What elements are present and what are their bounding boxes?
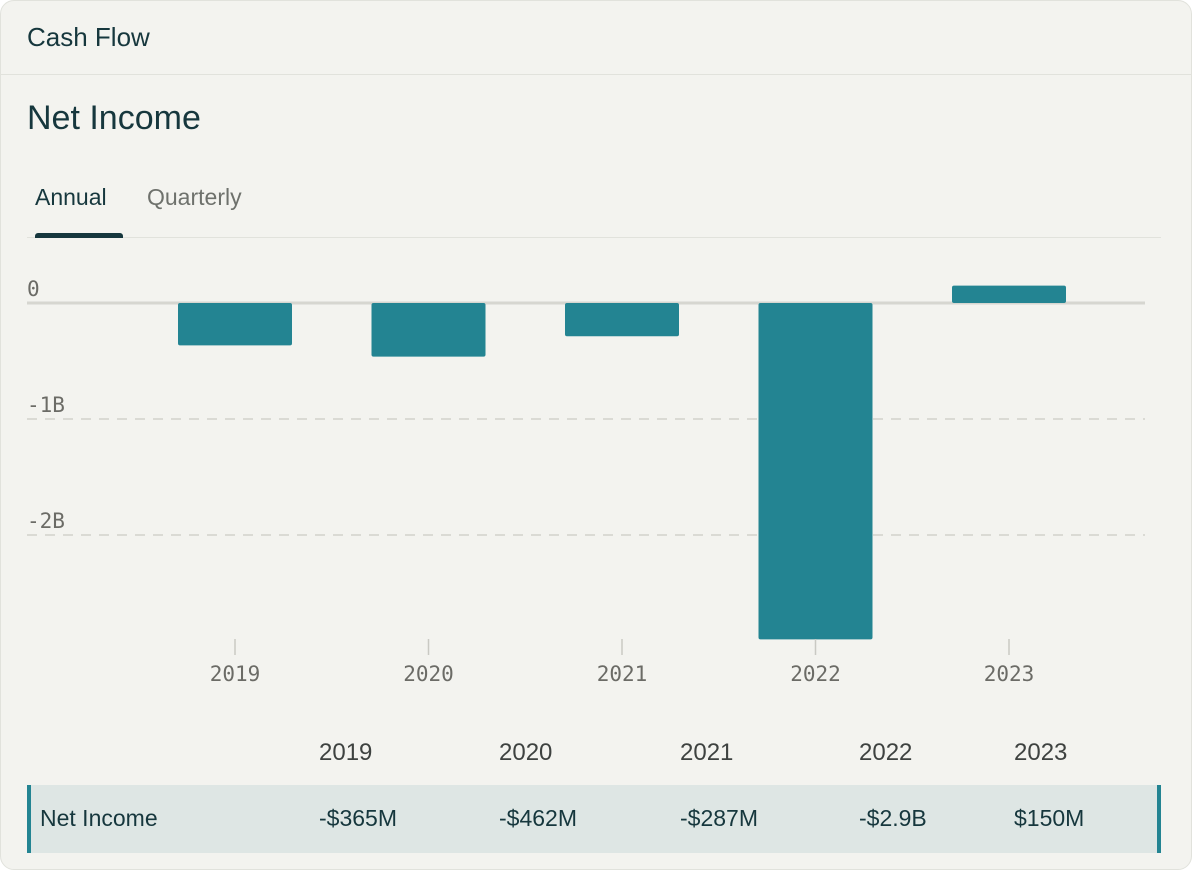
table-header-2021: 2021 (680, 739, 734, 766)
y-tick-label: 0 (27, 277, 40, 301)
bar-2020 (371, 303, 486, 357)
tab-quarterly-label: Quarterly (147, 184, 242, 210)
table-cell-2022: -$2.9B (859, 805, 927, 831)
tab-annual-label: Annual (35, 184, 107, 210)
bar-2021 (565, 303, 679, 337)
bar-2023 (952, 285, 1066, 303)
x-tick-label: 2019 (210, 662, 261, 686)
card-header: Cash Flow (1, 1, 1191, 75)
table-cell-2021: -$287M (680, 805, 758, 831)
table-header-2019: 2019 (319, 739, 373, 766)
net-income-chart: 0 -1B -2B 2019 2020 2021 2022 2023 (27, 277, 1145, 686)
table-cell-2023: $150M (1014, 805, 1085, 831)
tab-annual[interactable]: Annual (35, 169, 123, 238)
table-cell-2020: -$462M (499, 805, 577, 831)
section-title: Net Income (27, 99, 201, 137)
x-tick-label: 2022 (790, 662, 841, 686)
table-row: Net Income -$365M -$462M -$287M -$2.9B $… (27, 785, 1161, 853)
tab-quarterly[interactable]: Quarterly (147, 169, 242, 237)
table-header-2022: 2022 (859, 739, 913, 766)
x-tick-label: 2020 (403, 662, 454, 686)
x-tick-label: 2021 (597, 662, 648, 686)
table-header-2020: 2020 (499, 739, 553, 766)
table-cell-2019: -$365M (319, 805, 397, 831)
card-title: Cash Flow (27, 22, 150, 52)
table-header-2023: 2023 (1014, 739, 1068, 766)
period-tabs: Annual Quarterly (27, 169, 1161, 238)
x-tick-label: 2023 (984, 662, 1035, 686)
y-tick-label: -2B (27, 509, 65, 533)
bar-2022 (758, 303, 873, 640)
bar-2019 (178, 303, 292, 346)
row-label: Net Income (40, 805, 158, 831)
y-tick-label: -1B (27, 393, 65, 417)
